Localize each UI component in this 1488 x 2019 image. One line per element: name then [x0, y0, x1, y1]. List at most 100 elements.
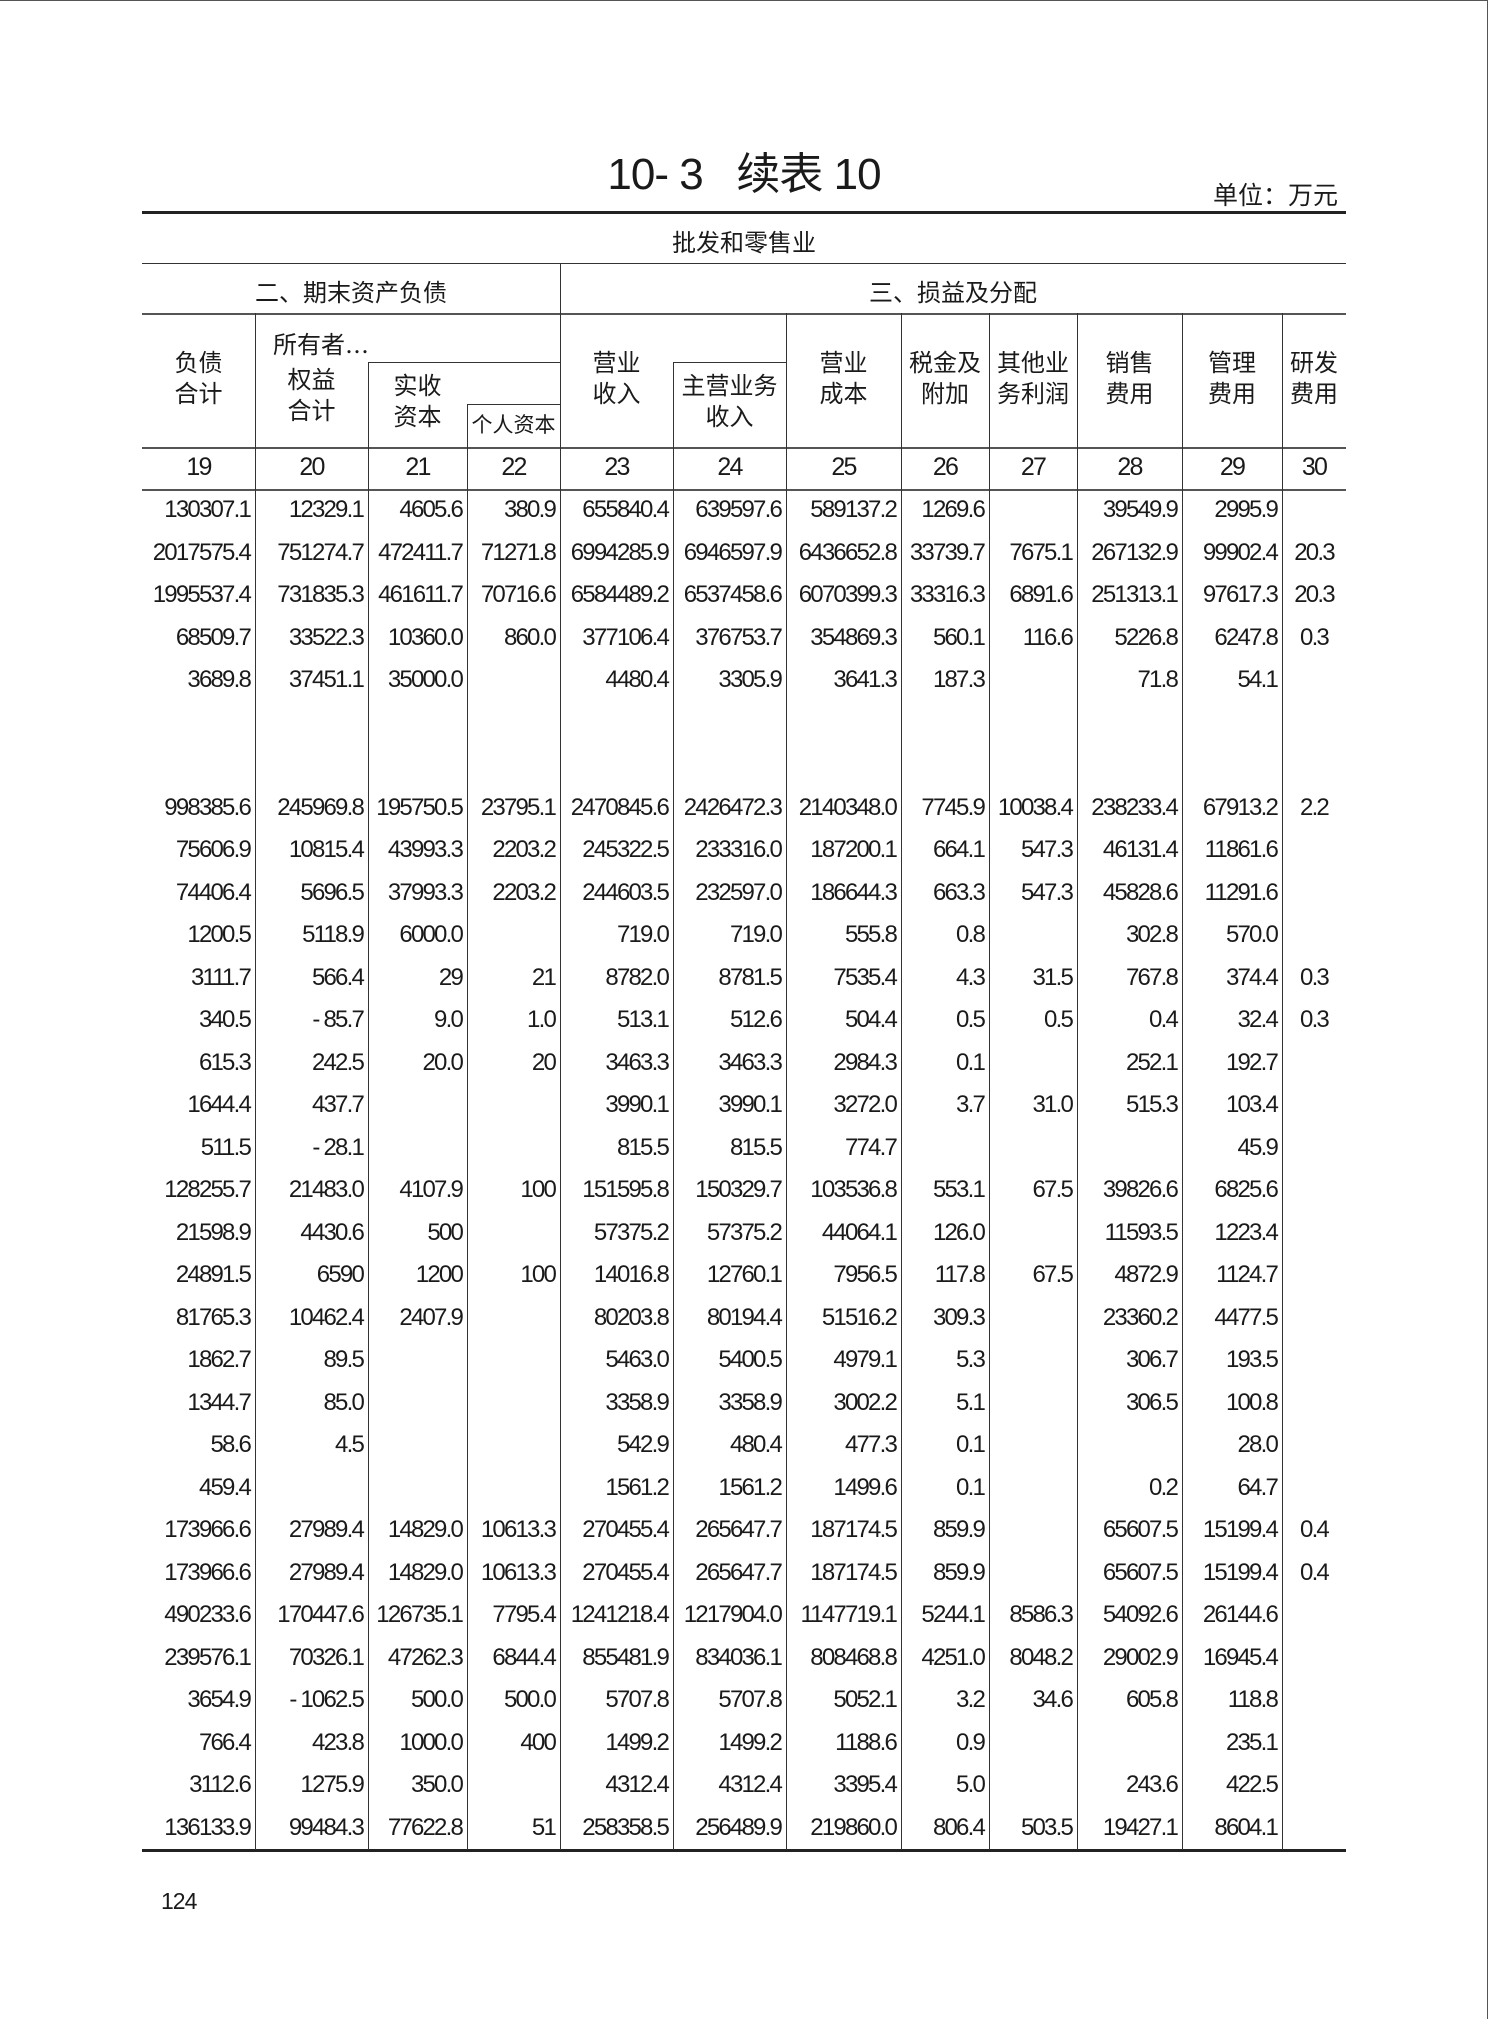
col-divider — [560, 263, 561, 1850]
col-divider — [673, 362, 674, 1850]
header-owners-equity-top: 所有者… — [273, 331, 369, 359]
table-cell: 731835.3 — [277, 581, 365, 609]
table-cell: 14016.8 — [593, 1261, 670, 1289]
table-cell: 4312.4 — [605, 1771, 669, 1799]
table-cell: 187.3 — [932, 666, 986, 694]
table-cell: 8781.5 — [718, 963, 782, 991]
table-cell: 547.3 — [1020, 836, 1074, 864]
category-heading: 批发和零售业 — [672, 229, 816, 257]
table-cell: 1499.6 — [833, 1473, 897, 1501]
table-cell: 10613.3 — [480, 1558, 557, 1586]
table-cell: 553.1 — [932, 1176, 986, 1204]
table-cell: 14829.0 — [387, 1516, 464, 1544]
table-cell: 67.5 — [1032, 1176, 1073, 1204]
table-cell: 560.1 — [932, 623, 986, 651]
table-cell: 5400.5 — [718, 1346, 782, 1374]
table-row: 490233.6 170447.6 126735.1 7795.4 1241218.4 1… — [142, 1594, 1346, 1637]
header-line: 合计 — [287, 397, 336, 425]
table-cell: 99484.3 — [288, 1813, 365, 1841]
table-cell: 6994285.9 — [570, 538, 670, 566]
table-row: 1862.7 89.5 5463.0 5400.5 4979.1 5.3 306.7 193.… — [142, 1339, 1346, 1382]
table-cell: 504.4 — [844, 1006, 898, 1034]
table-cell: 54.1 — [1237, 666, 1278, 694]
table-cell: 0.4 — [1300, 1558, 1330, 1586]
table-cell: 0.5 — [956, 1006, 986, 1034]
header-line: 实收 — [393, 372, 442, 400]
table-cell: 859.9 — [932, 1516, 986, 1544]
table-cell: 1147719.1 — [800, 1601, 898, 1629]
table-cell: 2407.9 — [399, 1303, 463, 1331]
header-line: 费用 — [1208, 380, 1256, 408]
section-profit-loss: 三、损益及分配 — [869, 279, 1037, 307]
table-cell: 117.8 — [934, 1261, 986, 1289]
table-cell: 309.3 — [932, 1303, 986, 1331]
table-cell: 655840.4 — [582, 496, 670, 524]
table-cell: 5226.8 — [1114, 623, 1178, 651]
table-cell: 11593.5 — [1104, 1218, 1179, 1246]
table-cell: 5696.5 — [300, 878, 364, 906]
table-cell: 44064.1 — [821, 1218, 898, 1246]
table-cell: 1344.7 — [187, 1388, 251, 1416]
table-cell: 3305.9 — [718, 666, 782, 694]
table-cell: 306.5 — [1125, 1388, 1179, 1416]
table-cell: 472411.7 — [378, 538, 464, 566]
table-cell: 766.4 — [198, 1728, 252, 1756]
header-line: 营业 — [819, 349, 868, 377]
table-cell: 70716.6 — [480, 581, 557, 609]
table-row: 615.3 242.5 20.0 20 3463.3 3463.3 2984.3 0.1 252… — [142, 1042, 1346, 1085]
column-number-row: 19 20 21 22 23 24 25 26 27 28 29 30 — [142, 453, 1346, 482]
column-number: 24 — [717, 453, 743, 481]
table-cell: 503.5 — [1020, 1813, 1074, 1841]
table-cell: 45828.6 — [1102, 878, 1179, 906]
table-cell: 20 — [531, 1048, 557, 1076]
table-cell: 615.3 — [198, 1048, 252, 1076]
table-cell: 11861.6 — [1204, 836, 1279, 864]
table-cell: 834036.1 — [695, 1643, 783, 1671]
table-row: 1344.7 85.0 3358.9 3358.9 3002.2 5.1 306.5 100.… — [142, 1382, 1346, 1425]
table-cell: 256489.9 — [695, 1813, 783, 1841]
table-cell: 350.0 — [410, 1771, 464, 1799]
header-line: 营业 — [592, 349, 641, 377]
table-cell: 3112.6 — [189, 1771, 252, 1799]
table-cell: 480.4 — [729, 1431, 783, 1459]
table-cell: 5707.8 — [605, 1686, 669, 1714]
table-cell: 3463.3 — [605, 1048, 669, 1076]
table-cell: 4107.9 — [399, 1176, 463, 1204]
table-cell: 0.9 — [956, 1728, 986, 1756]
table-row: 173966.6 27989.4 14829.0 10613.3 270455.4 265… — [142, 1509, 1346, 1552]
table-cell: 3002.2 — [833, 1388, 897, 1416]
table-cell: 20.0 — [422, 1048, 463, 1076]
table-cell: 664.1 — [932, 836, 986, 864]
table-cell: 232597.0 — [695, 878, 783, 906]
table-cell: 80194.4 — [706, 1303, 783, 1331]
table-cell: 815.5 — [616, 1133, 670, 1161]
table-cell: 806.4 — [932, 1813, 986, 1841]
table-cell: 97617.3 — [1202, 581, 1279, 609]
header-line: 税金及 — [909, 349, 981, 377]
table-cell: 0.3 — [1300, 1006, 1330, 1034]
table-cell: 29 — [438, 963, 464, 991]
table-cell: 245969.8 — [277, 793, 365, 821]
table-cell: 68509.7 — [175, 623, 252, 651]
table-cell: 193.5 — [1225, 1346, 1279, 1374]
table-cell: 5118.9 — [302, 921, 365, 949]
table-cell: 340.5 — [198, 1006, 252, 1034]
header-line: 其他业 — [997, 349, 1069, 377]
header-main-business-revenue: 主营业务 收入 — [673, 371, 786, 433]
table-cell: 14829.0 — [387, 1558, 464, 1586]
table-cell: 186644.3 — [810, 878, 898, 906]
column-number: 21 — [405, 453, 431, 481]
table-row: 239576.1 70326.1 47262.3 6844.4 855481.9 8340… — [142, 1637, 1346, 1680]
column-number: 29 — [1219, 453, 1246, 481]
table-cell: 302.8 — [1125, 921, 1179, 949]
table-cell: 7675.1 — [1009, 538, 1073, 566]
table-cell: 11291.6 — [1204, 878, 1279, 906]
table-cell: 33316.3 — [909, 581, 986, 609]
table-cell: 500.0 — [503, 1686, 557, 1714]
table-cell: 860.0 — [503, 623, 557, 651]
table-row — [142, 744, 1346, 787]
table-cell: 75606.9 — [175, 836, 252, 864]
table-row: 24891.5 6590 1200 100 14016.8 12760.1 7956.5 11… — [142, 1254, 1346, 1297]
header-operating-cost: 营业 成本 — [786, 348, 901, 410]
table-row: 68509.7 33522.3 10360.0 860.0 377106.4 376753… — [142, 617, 1346, 660]
